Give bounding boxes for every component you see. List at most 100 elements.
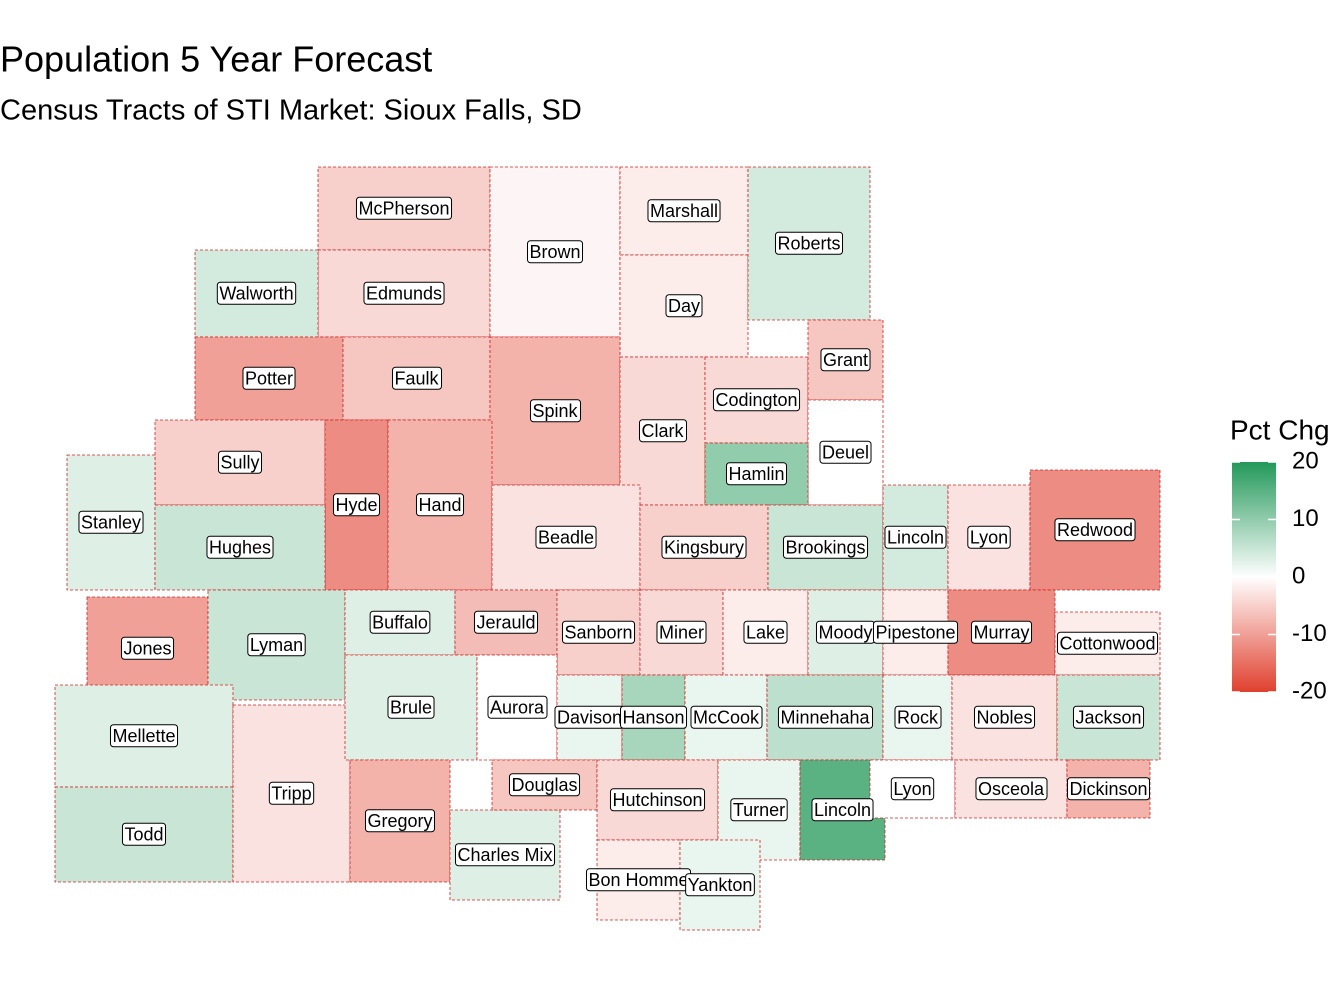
region-label-box xyxy=(647,199,721,223)
legend-tick-label: 10 xyxy=(1292,505,1319,532)
region-label-box xyxy=(725,462,788,486)
region-label-box xyxy=(656,620,707,644)
region-label-box xyxy=(454,843,556,867)
region-label: Redwood xyxy=(1057,520,1133,540)
legend-tick-label: 20 xyxy=(1292,447,1319,474)
region-label-box xyxy=(206,535,274,559)
region-label: Codington xyxy=(715,390,797,410)
region-label-box xyxy=(967,525,1011,549)
region-label: Brookings xyxy=(785,537,865,557)
region-label-box xyxy=(487,695,548,719)
region-label: Potter xyxy=(245,368,293,388)
region-label: Miner xyxy=(659,622,704,642)
region-label: Spink xyxy=(532,401,578,421)
region-label: Sanborn xyxy=(564,622,632,642)
region-label: Bon Homme xyxy=(588,870,688,890)
region-label-box xyxy=(535,525,597,549)
region-label-box xyxy=(685,873,755,897)
region-label-box xyxy=(975,777,1048,801)
region-label: Brown xyxy=(529,242,580,262)
region-label-box xyxy=(387,695,435,719)
region-label-box xyxy=(712,388,801,412)
region-label-box xyxy=(109,724,179,748)
subtitle: Census Tracts of STI Market: Sioux Falls… xyxy=(0,95,582,127)
region-label-box xyxy=(890,777,935,801)
region-label-box xyxy=(619,705,688,729)
region-label: Hyde xyxy=(335,495,377,515)
region-label: Marshall xyxy=(650,201,718,221)
region-label-box xyxy=(332,493,381,517)
region-label: Hutchinson xyxy=(612,790,702,810)
region-label: Grant xyxy=(823,350,868,370)
region-label: Rock xyxy=(897,707,939,727)
region-label-box xyxy=(247,633,306,657)
region-label: Lyman xyxy=(250,635,303,655)
region-label-box xyxy=(1054,518,1136,542)
region-label-box xyxy=(782,535,869,559)
region-label: Minnehaha xyxy=(780,707,870,727)
region-label-box xyxy=(121,822,167,846)
region-label: Mellette xyxy=(112,726,175,746)
legend-tick-label: -10 xyxy=(1292,620,1327,647)
region-label-box xyxy=(268,781,315,805)
region-label-box xyxy=(820,348,871,372)
region-label-box xyxy=(1056,631,1159,655)
region-label: Lincoln xyxy=(814,800,871,820)
region-label-box xyxy=(774,231,844,255)
region-label: Charles Mix xyxy=(457,845,552,865)
region-label: Lake xyxy=(746,622,785,642)
region-label: Jerauld xyxy=(476,612,535,632)
region-label-box xyxy=(690,705,763,729)
region-label-box xyxy=(777,705,874,729)
region-label: Osceola xyxy=(978,779,1045,799)
region-label: Aurora xyxy=(490,697,545,717)
region-label-box xyxy=(363,281,445,305)
region-label: Todd xyxy=(124,824,163,844)
region xyxy=(869,759,956,819)
region-label-box xyxy=(529,399,582,423)
region-label-box xyxy=(970,620,1033,644)
region-label: Stanley xyxy=(81,512,141,532)
region-label-box xyxy=(391,366,443,390)
region-label: Pipestone xyxy=(875,622,955,642)
region-label: Brule xyxy=(390,697,432,717)
region-label-box xyxy=(609,788,706,812)
region-label-box xyxy=(78,510,144,534)
region-label: Jones xyxy=(123,638,171,658)
region-label: Clark xyxy=(641,421,684,441)
region-label-box xyxy=(508,773,581,797)
region-label: Cottonwood xyxy=(1059,633,1155,653)
region-label-box xyxy=(1072,705,1145,729)
region-label: Roberts xyxy=(777,233,840,253)
region-label: Sully xyxy=(220,452,259,472)
region-label: Edmunds xyxy=(366,283,442,303)
legend-tick-label: 0 xyxy=(1292,562,1305,589)
region-label-box xyxy=(1066,777,1151,801)
region-label: Hand xyxy=(418,495,461,515)
region-label-box xyxy=(216,281,297,305)
region-label: Douglas xyxy=(511,775,577,795)
region-label: Turner xyxy=(733,800,785,820)
region-label-box xyxy=(355,196,453,220)
region-label: Hanson xyxy=(622,707,684,727)
region-label-box xyxy=(526,240,584,264)
region-label-box xyxy=(661,535,747,559)
title: Population 5 Year Forecast xyxy=(0,39,432,80)
region-label: Dickinson xyxy=(1069,779,1147,799)
region-label-box xyxy=(217,450,263,474)
region-label: Day xyxy=(668,296,700,316)
region-label: Lincoln xyxy=(887,527,944,547)
region-label: Tripp xyxy=(271,783,311,803)
region-label: Buffalo xyxy=(372,612,428,632)
region-label-box xyxy=(415,493,465,517)
region-label-box xyxy=(819,440,872,464)
region-label: Murray xyxy=(973,622,1029,642)
region-label: Gregory xyxy=(367,811,432,831)
region-label-box xyxy=(730,798,788,822)
region-label: Kingsbury xyxy=(664,537,744,557)
region-label: Beadle xyxy=(538,527,594,547)
region-label-box xyxy=(561,620,636,644)
region-label-box xyxy=(743,620,788,644)
region-label-box xyxy=(884,525,947,549)
